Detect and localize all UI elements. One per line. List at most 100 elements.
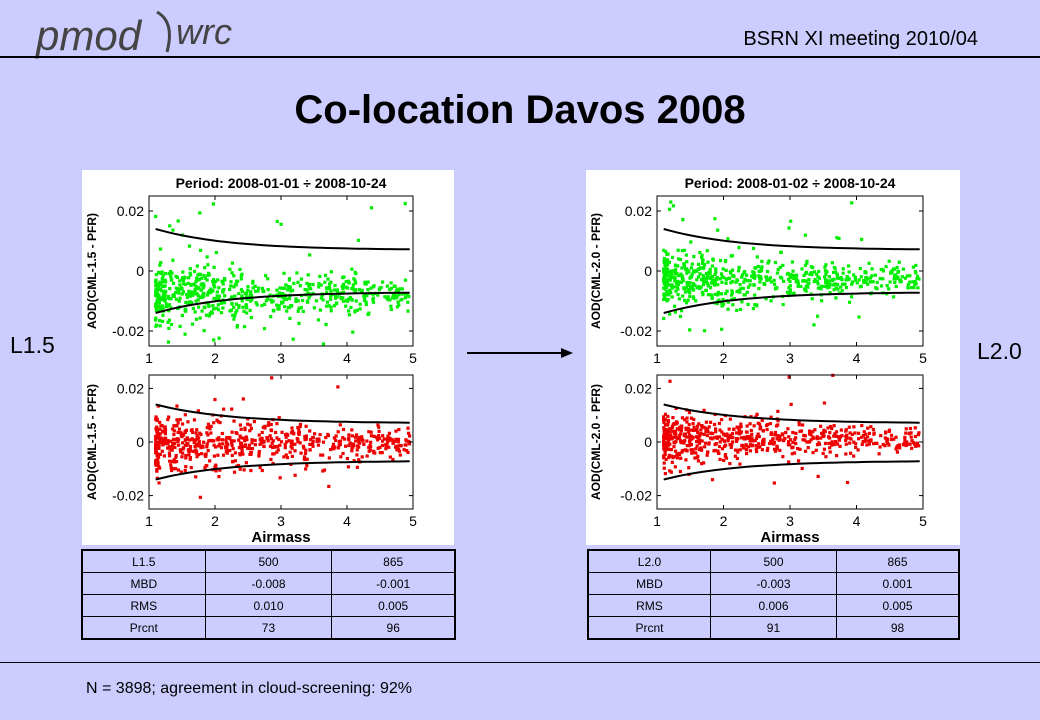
data-point (394, 429, 398, 433)
data-point (713, 217, 717, 221)
data-point (170, 447, 174, 451)
data-point (191, 449, 195, 453)
data-point (724, 456, 729, 460)
data-point (894, 284, 898, 289)
data-point (217, 297, 221, 301)
data-point (176, 468, 181, 472)
data-point (737, 288, 741, 292)
data-point (775, 444, 779, 448)
data-point (212, 296, 216, 301)
pmod-wrc-logo: pmod wrc (34, 10, 232, 59)
data-point (206, 302, 210, 306)
data-point (241, 436, 245, 440)
data-point (249, 290, 253, 294)
data-point (683, 433, 687, 437)
data-point (758, 427, 762, 431)
data-point (748, 449, 753, 453)
data-point (393, 445, 398, 449)
data-point (848, 436, 852, 440)
data-point (724, 281, 728, 285)
data-point (784, 430, 788, 435)
data-point (804, 279, 808, 283)
data-point (178, 418, 182, 422)
data-point (662, 466, 666, 470)
data-point (154, 318, 158, 322)
data-point (347, 281, 351, 285)
data-point (241, 397, 245, 401)
data-point (402, 448, 406, 452)
data-point (796, 446, 800, 451)
data-point (154, 324, 158, 328)
data-point (384, 447, 388, 451)
y-tick-label: 0 (644, 434, 652, 450)
data-point (169, 278, 173, 282)
data-point (908, 442, 912, 446)
data-point (860, 423, 864, 428)
chart-panel-right: Period: 2008-01-02 ÷ 2008-10-24 1 2 3 4 5 -0.0… (586, 170, 960, 546)
data-point (914, 271, 918, 275)
data-point (193, 444, 197, 449)
data-point (672, 440, 676, 445)
data-point (702, 432, 706, 437)
data-point (669, 200, 673, 204)
data-point (711, 278, 715, 282)
data-point (663, 450, 667, 454)
data-point (362, 294, 366, 298)
data-point (887, 287, 891, 291)
data-point (317, 439, 321, 443)
data-point (179, 286, 183, 291)
data-point (206, 263, 210, 267)
data-point (205, 442, 209, 446)
data-point (291, 442, 295, 447)
data-point (832, 442, 836, 447)
data-point (283, 446, 287, 450)
data-point (154, 447, 158, 452)
data-point (407, 295, 411, 299)
data-point (304, 467, 308, 471)
data-point (272, 444, 277, 449)
data-point (328, 286, 332, 290)
data-point (801, 279, 805, 283)
data-point (396, 300, 400, 304)
data-point (205, 431, 209, 435)
data-point (155, 290, 159, 294)
data-point (738, 462, 742, 466)
data-point (203, 466, 207, 470)
data-point (674, 439, 678, 444)
data-point (167, 297, 171, 301)
data-point (745, 279, 749, 283)
data-point (681, 294, 685, 298)
data-point (662, 277, 666, 281)
data-point (900, 275, 905, 279)
data-point (403, 296, 408, 300)
data-point (662, 420, 666, 425)
data-point (736, 450, 740, 454)
data-point (662, 454, 666, 458)
data-point (299, 451, 303, 455)
data-point (809, 265, 814, 269)
data-point (399, 443, 403, 448)
data-point (216, 453, 220, 457)
data-point (198, 316, 202, 320)
data-point (728, 270, 732, 274)
data-point (164, 302, 168, 306)
data-point (720, 437, 724, 441)
data-point (184, 456, 188, 460)
data-point (235, 309, 239, 313)
data-point (396, 437, 401, 441)
data-point (662, 426, 666, 430)
data-point (328, 282, 332, 286)
data-point (246, 285, 250, 289)
data-point (805, 261, 809, 265)
data-point (712, 281, 716, 285)
data-point (206, 448, 210, 453)
data-point (338, 439, 343, 443)
data-point (723, 452, 728, 457)
data-point (815, 435, 819, 439)
data-point (167, 326, 171, 330)
data-point (281, 300, 285, 304)
data-point (666, 431, 670, 435)
data-point (334, 438, 338, 442)
data-point (238, 423, 242, 427)
data-point (881, 269, 886, 273)
